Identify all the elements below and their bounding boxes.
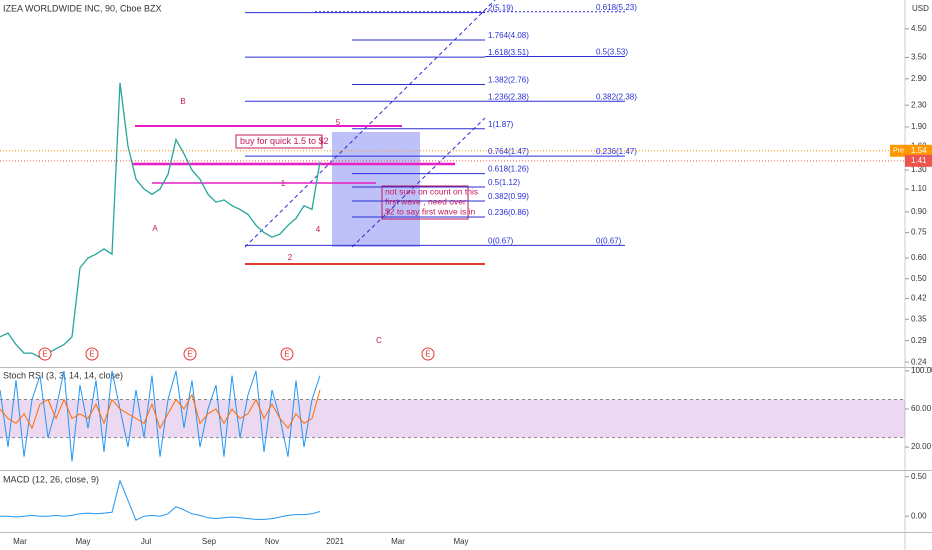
x-tick-label: May bbox=[75, 537, 90, 546]
earnings-label: E bbox=[425, 350, 430, 359]
fib-label: 0.618(5.23) bbox=[596, 3, 637, 12]
x-tick-label: 2021 bbox=[326, 537, 344, 546]
series-line bbox=[0, 479, 321, 521]
fib-label: 0.764(1.47) bbox=[488, 147, 529, 156]
y-tick-label: 100.00 bbox=[911, 366, 932, 375]
y-tick-label: 0.00 bbox=[911, 511, 927, 520]
fib-label: 1.236(2.38) bbox=[488, 92, 529, 101]
y-tick-label: 1.90 bbox=[911, 122, 927, 131]
series-line bbox=[0, 389, 321, 430]
last-price: 1.41 bbox=[911, 156, 927, 165]
symbol-title: IZEA WORLDWIDE INC, 90, Cboe BZX bbox=[3, 3, 162, 13]
fib-label: 0.236(0.86) bbox=[488, 208, 529, 217]
y-tick-label: 60.00 bbox=[911, 404, 932, 413]
note-count: not sure on count on this bbox=[385, 186, 478, 196]
y-tick-label: 2.90 bbox=[911, 74, 927, 83]
pre-label: Pre bbox=[893, 148, 904, 155]
earnings-marker bbox=[85, 347, 99, 361]
earnings-label: E bbox=[89, 350, 94, 359]
x-tick-label: Nov bbox=[265, 537, 279, 546]
last-price-tag bbox=[905, 154, 932, 167]
note-count: first wave , need over bbox=[385, 196, 466, 206]
wave-label: C bbox=[376, 336, 382, 345]
series-line bbox=[0, 82, 321, 359]
fib-label: 0(0.67) bbox=[596, 237, 622, 246]
earnings-label: E bbox=[284, 350, 289, 359]
fib-label: 0.5(3.53) bbox=[596, 48, 628, 57]
y-tick-label: 1.30 bbox=[911, 165, 927, 174]
fib-label: 0(0.67) bbox=[488, 237, 514, 246]
y-tick-label: 4.50 bbox=[911, 24, 927, 33]
y-tick-label: 0.50 bbox=[911, 472, 927, 481]
y-tick-label: 0.50 bbox=[911, 274, 927, 283]
y-tick-label: 0.90 bbox=[911, 207, 927, 216]
y-tick-label: 3.50 bbox=[911, 53, 927, 62]
currency: USD bbox=[912, 4, 929, 13]
pane-title: MACD (12, 26, close, 9) bbox=[3, 474, 99, 484]
x-tick-label: Jul bbox=[141, 537, 151, 546]
fib-label: 0.236(1.47) bbox=[596, 147, 637, 156]
earnings-marker bbox=[38, 347, 52, 361]
earnings-label: E bbox=[187, 350, 192, 359]
fib-label: 1.382(2.76) bbox=[488, 76, 529, 85]
wave-label: 1 bbox=[281, 179, 286, 188]
y-tick-label: 0.35 bbox=[911, 314, 927, 323]
note-buy: buy for quick 1.5 to $2 bbox=[240, 136, 329, 146]
fib-label: 0.382(0.99) bbox=[488, 192, 529, 201]
y-tick-label: 0.24 bbox=[911, 357, 927, 366]
x-tick-label: Mar bbox=[391, 537, 405, 546]
earnings-marker bbox=[183, 347, 197, 361]
fib-label: 1(1.87) bbox=[488, 120, 514, 129]
pre-price-tag bbox=[890, 144, 932, 157]
trend-line bbox=[244, 0, 496, 248]
wave-label: 5 bbox=[336, 118, 341, 127]
wave-label: 2 bbox=[288, 253, 293, 262]
earnings-label: E bbox=[42, 350, 47, 359]
wave-label: 4 bbox=[316, 225, 321, 234]
note-count: $2 to say first wave is in bbox=[385, 206, 476, 216]
fib-label: 1.764(4.08) bbox=[488, 31, 529, 40]
fib-label: 0.382(2.38) bbox=[596, 92, 637, 101]
pre-price: 1.54 bbox=[911, 146, 927, 155]
y-tick-label: 1.10 bbox=[911, 184, 927, 193]
earnings-marker bbox=[421, 347, 435, 361]
earnings-marker bbox=[280, 347, 294, 361]
series-line bbox=[0, 370, 321, 462]
y-tick-label: 0.75 bbox=[911, 228, 927, 237]
y-tick-label: 2.30 bbox=[911, 100, 927, 109]
fib-label: 2(5.19) bbox=[488, 4, 514, 13]
y-tick-label: 0.29 bbox=[911, 336, 927, 345]
fib-label: 1.618(3.51) bbox=[488, 48, 529, 57]
fib-label: 0.618(1.26) bbox=[488, 165, 529, 174]
x-tick-label: Mar bbox=[13, 537, 27, 546]
note-box bbox=[235, 134, 323, 149]
trend-line bbox=[351, 117, 486, 248]
note-box bbox=[381, 185, 469, 220]
fib-label: 0.5(1.12) bbox=[488, 178, 520, 187]
y-tick-label: 0.60 bbox=[911, 253, 927, 262]
y-tick-label: 20.00 bbox=[911, 442, 932, 451]
x-tick-label: Sep bbox=[202, 537, 217, 546]
wave-label: B bbox=[180, 97, 185, 106]
y-tick-label: 0.42 bbox=[911, 294, 927, 303]
wave-label: A bbox=[152, 224, 158, 233]
x-tick-label: May bbox=[453, 537, 468, 546]
